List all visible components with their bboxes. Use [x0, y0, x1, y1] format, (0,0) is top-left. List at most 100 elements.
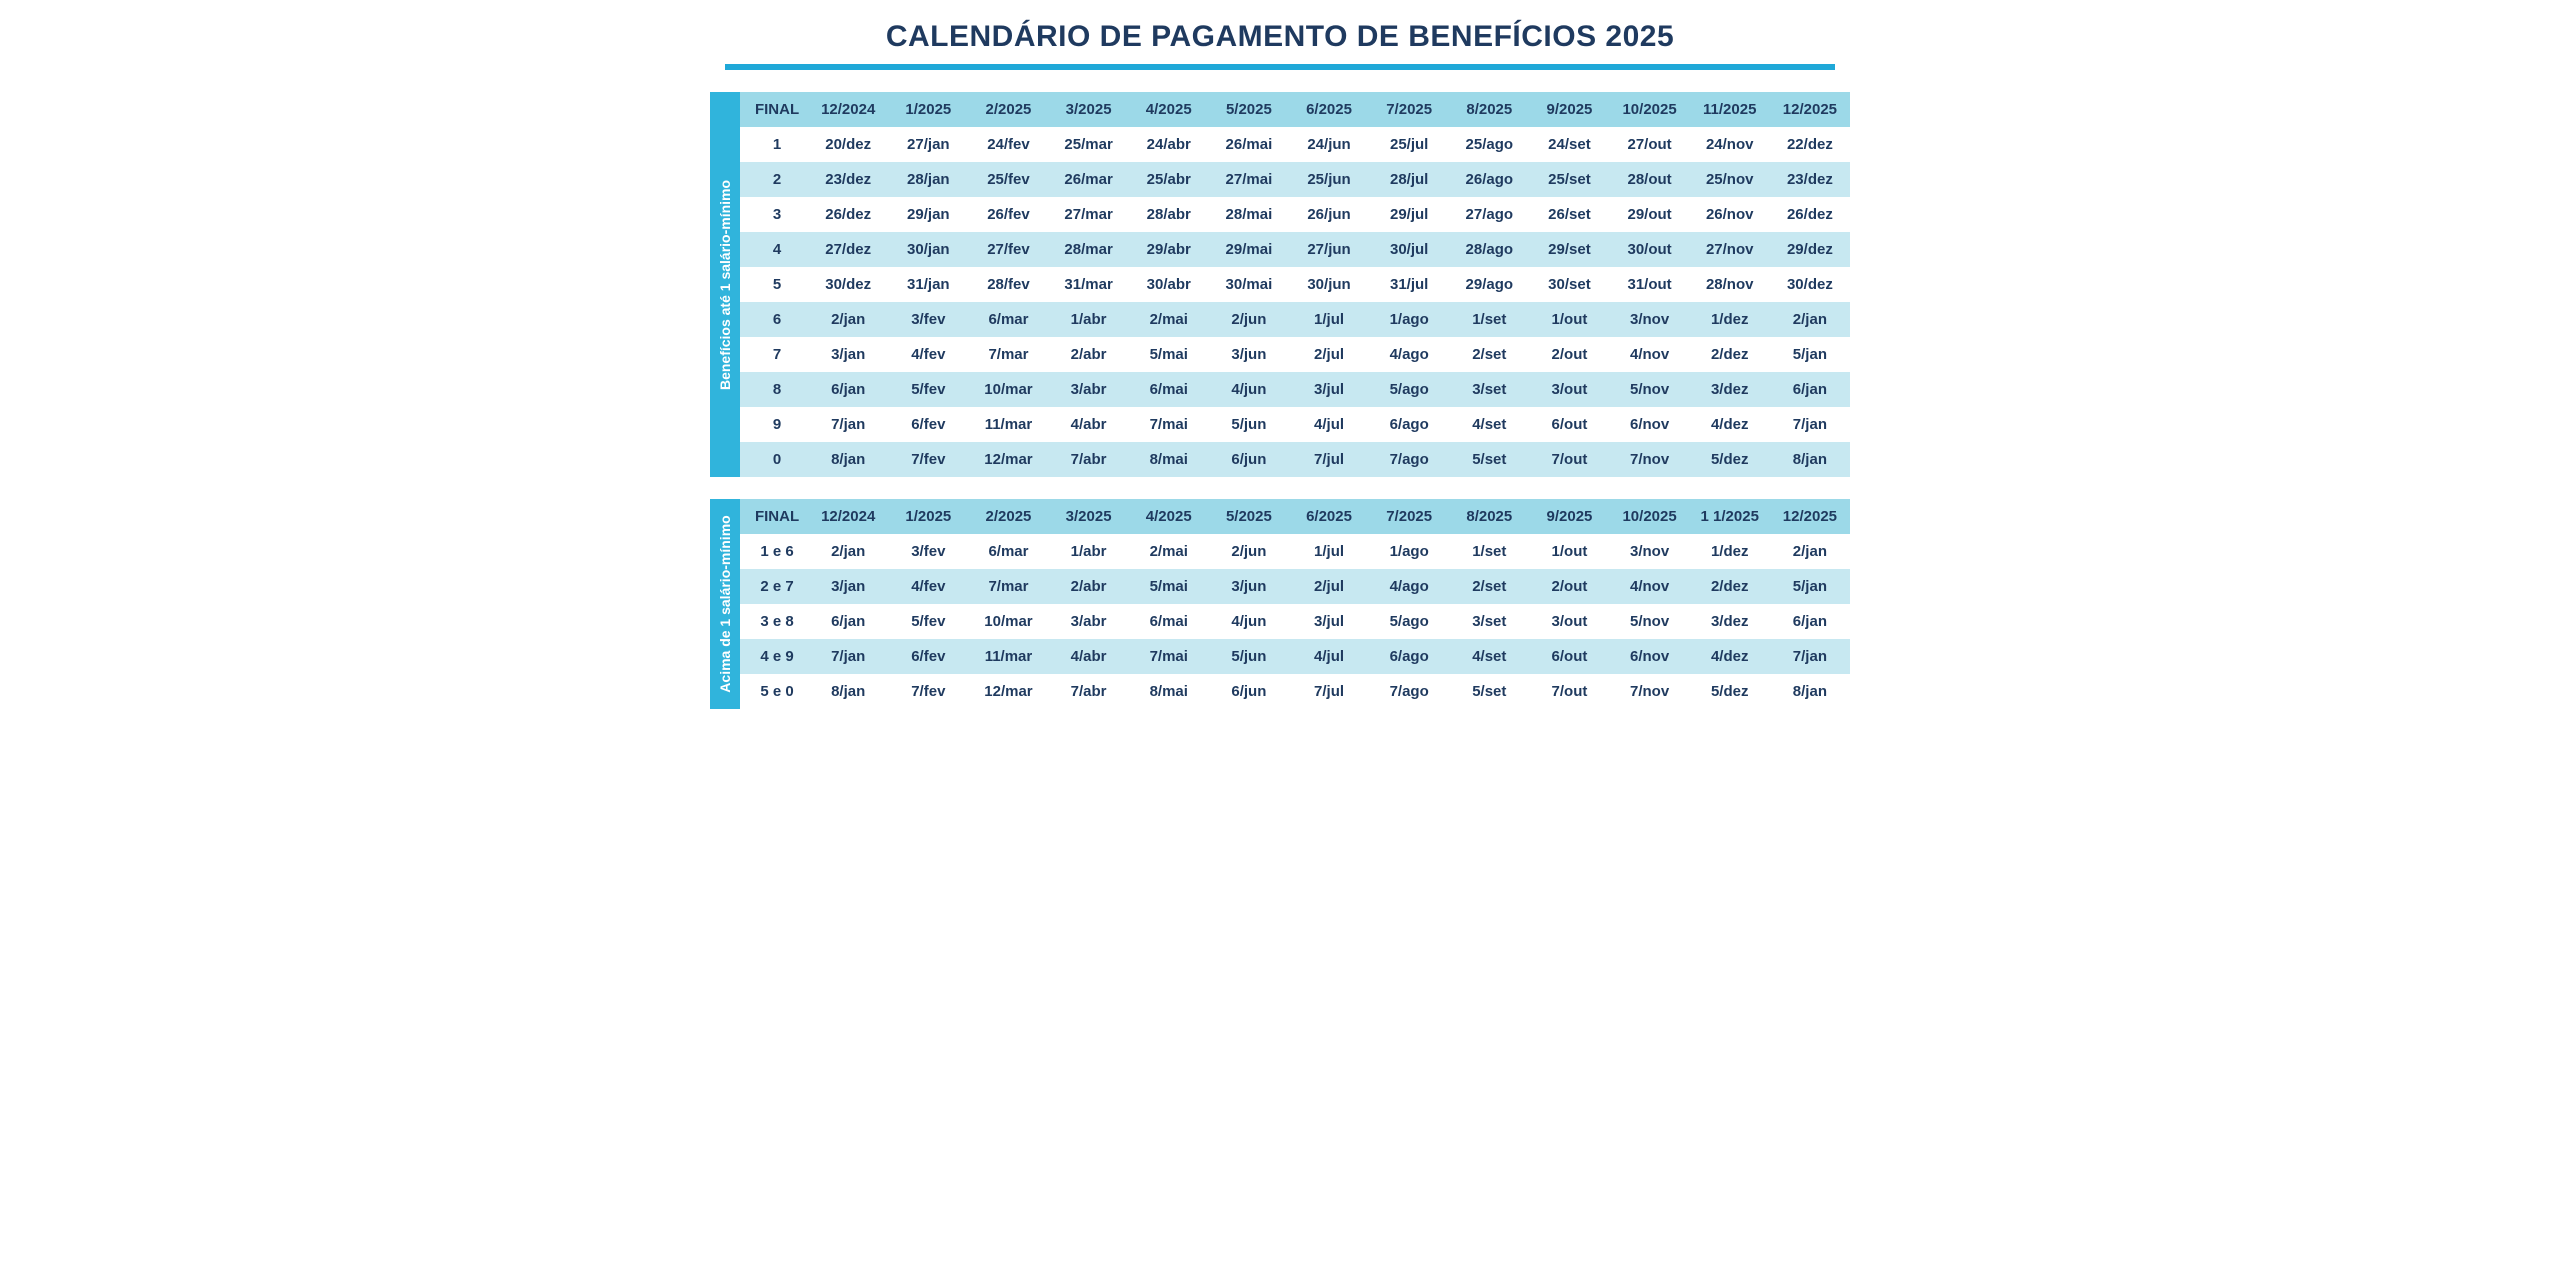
cell-date: 6/mai [1129, 372, 1209, 407]
cell-date: 26/ago [1449, 162, 1529, 197]
cell-date: 24/fev [968, 127, 1048, 162]
col-header-month: 5/2025 [1209, 499, 1289, 534]
cell-date: 30/set [1529, 267, 1609, 302]
cell-date: 4/fev [888, 569, 968, 604]
cell-date: 25/nov [1690, 162, 1770, 197]
col-header-final: FINAL [740, 92, 808, 127]
cell-date: 5/nov [1610, 372, 1690, 407]
cell-date: 3/fev [888, 534, 968, 569]
cell-date: 2/out [1529, 569, 1609, 604]
table-row: 62/jan3/fev6/mar1/abr2/mai2/jun1/jul1/ag… [740, 302, 1850, 337]
cell-date: 26/set [1529, 197, 1609, 232]
cell-date: 3/nov [1610, 302, 1690, 337]
cell-date: 4/nov [1610, 569, 1690, 604]
cell-date: 20/dez [808, 127, 888, 162]
table-row: 86/jan5/fev10/mar3/abr6/mai4/jun3/jul5/a… [740, 372, 1850, 407]
cell-date: 25/jul [1369, 127, 1449, 162]
cell-date: 25/mar [1049, 127, 1129, 162]
col-header-month: 1 1/2025 [1690, 499, 1770, 534]
cell-date: 6/fev [888, 639, 968, 674]
cell-date: 8/jan [808, 442, 888, 477]
cell-date: 7/mar [968, 337, 1048, 372]
cell-date: 27/mar [1049, 197, 1129, 232]
table-block-up-to-one-min-wage: Benefícios até 1 salário-mínimoFINAL12/2… [710, 92, 1850, 477]
cell-date: 28/fev [968, 267, 1048, 302]
cell-date: 26/mar [1049, 162, 1129, 197]
col-header-month: 4/2025 [1129, 92, 1209, 127]
cell-date: 7/abr [1049, 674, 1129, 709]
cell-date: 6/jan [808, 372, 888, 407]
cell-date: 11/mar [968, 639, 1048, 674]
page-title: CALENDÁRIO DE PAGAMENTO DE BENEFÍCIOS 20… [605, 20, 1955, 54]
cell-date: 4/abr [1049, 639, 1129, 674]
cell-date: 3/jun [1209, 337, 1289, 372]
cell-date: 12/mar [968, 674, 1048, 709]
cell-date: 5/jun [1209, 639, 1289, 674]
cell-final: 5 e 0 [740, 674, 808, 709]
cell-date: 1/dez [1690, 534, 1770, 569]
cell-date: 5/dez [1690, 442, 1770, 477]
cell-date: 24/abr [1129, 127, 1209, 162]
cell-date: 4/set [1449, 639, 1529, 674]
sidebar-label: Acima de 1 salário-mínimo [717, 515, 733, 692]
col-header-month: 7/2025 [1369, 92, 1449, 127]
col-header-month: 2/2025 [968, 92, 1048, 127]
cell-date: 6/jan [1770, 604, 1850, 639]
cell-date: 29/jan [888, 197, 968, 232]
cell-date: 27/mai [1209, 162, 1289, 197]
cell-date: 23/dez [808, 162, 888, 197]
col-header-final: FINAL [740, 499, 808, 534]
cell-date: 6/jun [1209, 674, 1289, 709]
cell-final: 0 [740, 442, 808, 477]
col-header-month: 12/2024 [808, 499, 888, 534]
cell-date: 4/ago [1369, 337, 1449, 372]
cell-date: 30/jun [1289, 267, 1369, 302]
cell-date: 10/mar [968, 604, 1048, 639]
title-underline [725, 64, 1835, 70]
cell-date: 4/dez [1690, 407, 1770, 442]
cell-date: 1/abr [1049, 302, 1129, 337]
cell-date: 24/set [1529, 127, 1609, 162]
cell-date: 3/nov [1610, 534, 1690, 569]
cell-date: 7/jul [1289, 442, 1369, 477]
col-header-month: 12/2025 [1770, 92, 1850, 127]
cell-final: 1 [740, 127, 808, 162]
cell-date: 4/dez [1690, 639, 1770, 674]
table-row: 08/jan7/fev12/mar7/abr8/mai6/jun7/jul7/a… [740, 442, 1850, 477]
cell-date: 7/jan [808, 407, 888, 442]
col-header-month: 3/2025 [1049, 499, 1129, 534]
col-header-month: 5/2025 [1209, 92, 1289, 127]
cell-final: 4 [740, 232, 808, 267]
cell-date: 3/abr [1049, 372, 1129, 407]
cell-date: 2/dez [1690, 569, 1770, 604]
cell-date: 1/out [1529, 534, 1609, 569]
cell-date: 11/mar [968, 407, 1048, 442]
cell-date: 27/jan [888, 127, 968, 162]
table-header-row: FINAL12/20241/20252/20253/20254/20255/20… [740, 92, 1850, 127]
cell-date: 4/jul [1289, 407, 1369, 442]
cell-date: 25/ago [1449, 127, 1529, 162]
cell-date: 5/ago [1369, 604, 1449, 639]
cell-date: 8/jan [808, 674, 888, 709]
payment-table: FINAL12/20241/20252/20253/20254/20255/20… [740, 499, 1850, 709]
table-row: 3 e 86/jan5/fev10/mar3/abr6/mai4/jun3/ju… [740, 604, 1850, 639]
cell-final: 1 e 6 [740, 534, 808, 569]
col-header-month: 11/2025 [1690, 92, 1770, 127]
cell-date: 30/jan [888, 232, 968, 267]
col-header-month: 9/2025 [1529, 499, 1609, 534]
col-header-month: 10/2025 [1610, 92, 1690, 127]
tables-host: Benefícios até 1 salário-mínimoFINAL12/2… [605, 92, 1955, 709]
cell-date: 3/set [1449, 372, 1529, 407]
cell-date: 7/abr [1049, 442, 1129, 477]
table-row: 73/jan4/fev7/mar2/abr5/mai3/jun2/jul4/ag… [740, 337, 1850, 372]
cell-date: 31/jan [888, 267, 968, 302]
table-header-row: FINAL12/20241/20252/20253/20254/20255/20… [740, 499, 1850, 534]
cell-date: 1/jul [1289, 302, 1369, 337]
sidebar-label-container: Acima de 1 salário-mínimo [710, 499, 740, 709]
cell-date: 6/mar [968, 302, 1048, 337]
cell-date: 26/fev [968, 197, 1048, 232]
cell-date: 5/fev [888, 604, 968, 639]
cell-date: 27/nov [1690, 232, 1770, 267]
cell-date: 2/jun [1209, 534, 1289, 569]
cell-date: 10/mar [968, 372, 1048, 407]
